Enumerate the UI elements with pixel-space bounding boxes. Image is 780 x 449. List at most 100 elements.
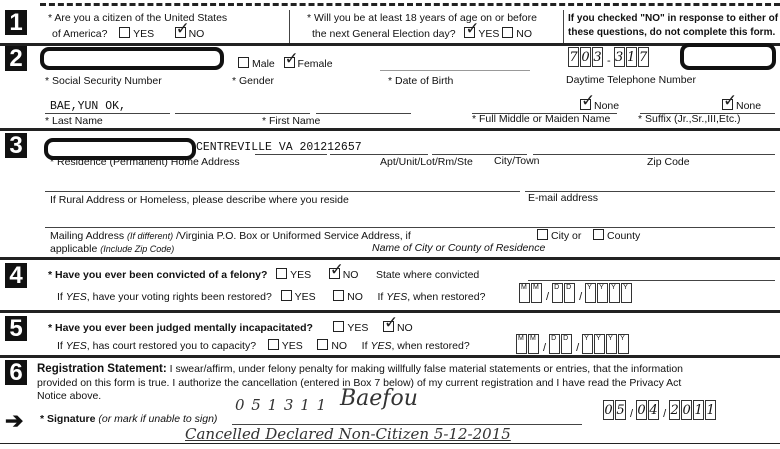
capacity-yes-checkbox[interactable] bbox=[267, 339, 279, 350]
capacity-restored-date[interactable]: M M / D D / Y Y Y Y bbox=[516, 334, 630, 354]
dob-label: * Date of Birth bbox=[388, 75, 454, 87]
ssn-label: * Social Security Number bbox=[45, 75, 162, 87]
address-line[interactable] bbox=[255, 154, 327, 155]
date-digit: 2 bbox=[669, 400, 681, 420]
citizen-question-cont: of America? YES NO bbox=[52, 19, 205, 40]
phone-digit: 7 bbox=[637, 47, 649, 67]
rights-no-checkbox[interactable] bbox=[333, 290, 345, 301]
middle-name-label: * Full Middle or Maiden Name bbox=[472, 113, 611, 125]
city-field[interactable] bbox=[432, 154, 527, 155]
county-checkbox[interactable] bbox=[593, 229, 605, 240]
yes-label: YES bbox=[290, 269, 312, 281]
last-name-label: * Last Name bbox=[45, 115, 103, 127]
male-checkbox[interactable] bbox=[238, 57, 249, 68]
applicable-text: applicable bbox=[50, 243, 101, 255]
signature: Baefou bbox=[340, 386, 418, 411]
date-box: Y bbox=[585, 283, 597, 303]
statement-line-1: Registration Statement: I swear/affirm, … bbox=[37, 363, 683, 375]
zip-field[interactable] bbox=[533, 154, 775, 155]
yes-italic: YES bbox=[65, 291, 87, 303]
age-no-checkbox[interactable] bbox=[502, 27, 514, 38]
citizen-yes-checkbox[interactable] bbox=[119, 27, 131, 38]
yes-label: YES bbox=[281, 340, 303, 352]
city-checkbox[interactable] bbox=[537, 229, 548, 240]
date-box: Y bbox=[582, 334, 594, 354]
section-divider bbox=[0, 128, 780, 131]
rights-yes-checkbox[interactable] bbox=[280, 290, 292, 301]
first-name-field-ext[interactable] bbox=[316, 113, 411, 114]
first-name-label: * First Name bbox=[262, 115, 321, 127]
middle-none-checkbox[interactable] bbox=[580, 91, 595, 111]
county-label: County bbox=[607, 230, 641, 242]
age-question-cont: the next General Election day? YES NO bbox=[312, 19, 533, 40]
no-label: NO bbox=[188, 28, 205, 40]
section-divider bbox=[0, 310, 780, 313]
age-yes-checkbox[interactable] bbox=[464, 19, 480, 39]
date-box: Y bbox=[594, 334, 606, 354]
zip-label: Zip Code bbox=[647, 156, 690, 168]
none-label: None bbox=[736, 100, 762, 112]
date-digit: 1 bbox=[693, 400, 705, 420]
if-text: If bbox=[57, 340, 66, 352]
female-label: Female bbox=[297, 58, 333, 70]
signature-field[interactable] bbox=[232, 424, 582, 425]
dob-field[interactable] bbox=[380, 70, 530, 71]
no-label: NO bbox=[347, 291, 363, 303]
cancellation-note: Cancelled Declared Non-Citizen 5-12-2015 bbox=[185, 425, 511, 443]
date-box: Y bbox=[621, 283, 633, 303]
middle-name-field[interactable] bbox=[472, 113, 617, 114]
citizen-question: * Are you a citizen of the United States bbox=[48, 12, 228, 24]
incapacitated-row: * Have you ever been judged mentally inc… bbox=[48, 313, 413, 334]
mailing-label-italic: (If different) bbox=[127, 231, 174, 241]
section-divider bbox=[0, 355, 780, 358]
capacity-no-checkbox[interactable] bbox=[317, 339, 329, 350]
date-box: M bbox=[516, 334, 527, 354]
state-convicted-field[interactable] bbox=[528, 280, 775, 281]
phone-digit: 1 bbox=[625, 47, 637, 67]
date-box: Y bbox=[606, 334, 618, 354]
email-field[interactable] bbox=[525, 191, 775, 192]
male-label: Male bbox=[252, 58, 275, 70]
yes-italic: YES bbox=[370, 340, 392, 352]
none-label: None bbox=[594, 100, 620, 112]
incap-no-checkbox[interactable] bbox=[382, 313, 398, 333]
date-box: Y bbox=[597, 283, 609, 303]
warning-note-1: If you checked "NO" in response to eithe… bbox=[568, 13, 779, 24]
if-text: If bbox=[377, 291, 387, 303]
date-box: M bbox=[519, 283, 530, 303]
gender-options: Male Female bbox=[238, 49, 333, 70]
felony-yes-checkbox[interactable] bbox=[276, 268, 288, 279]
mailing-field[interactable] bbox=[45, 227, 775, 228]
section-number-2: 2 bbox=[5, 46, 27, 71]
suffix-field[interactable] bbox=[640, 113, 775, 114]
rural-field[interactable] bbox=[45, 191, 520, 192]
state-convicted-label: State where convicted bbox=[375, 269, 480, 281]
suffix-none-checkbox[interactable] bbox=[722, 91, 737, 111]
apt-field[interactable] bbox=[330, 154, 428, 155]
signature-note: (or mark if unable to sign) bbox=[95, 413, 218, 425]
felony-restored-date[interactable]: M M / D D / Y Y Y Y bbox=[519, 283, 633, 303]
no-label: NO bbox=[516, 28, 533, 40]
section-number-3: 3 bbox=[5, 133, 27, 158]
when-restored-label: , when restored? bbox=[391, 340, 470, 352]
rights-question: , have your voting rights been restored? bbox=[86, 291, 272, 303]
female-checkbox[interactable] bbox=[283, 49, 299, 69]
residence-label: * Residence (Permanent) Home Address bbox=[50, 156, 240, 168]
first-name-field[interactable] bbox=[175, 113, 310, 114]
incap-yes-checkbox[interactable] bbox=[333, 321, 345, 332]
phone-digit: 3 bbox=[613, 47, 625, 67]
city-label: City/Town bbox=[494, 155, 540, 167]
date-digit: 1 bbox=[705, 400, 717, 420]
city-county-label: Name of City or County of Residence bbox=[372, 242, 546, 254]
last-name-field[interactable] bbox=[45, 113, 170, 114]
felony-no-checkbox[interactable] bbox=[328, 260, 344, 280]
when-restored-label: , when restored? bbox=[407, 291, 486, 303]
arrow-right-icon: ➔ bbox=[5, 408, 24, 433]
citizen-no-checkbox[interactable] bbox=[174, 19, 190, 39]
suffix-none: None bbox=[722, 91, 762, 112]
zip-note: (Include Zip Code) bbox=[100, 244, 175, 254]
date-box: D bbox=[549, 334, 561, 354]
statement-line-3: Notice above. bbox=[37, 390, 102, 402]
signature-date: 0 5/0 4/2 0 1 1 bbox=[603, 400, 717, 420]
